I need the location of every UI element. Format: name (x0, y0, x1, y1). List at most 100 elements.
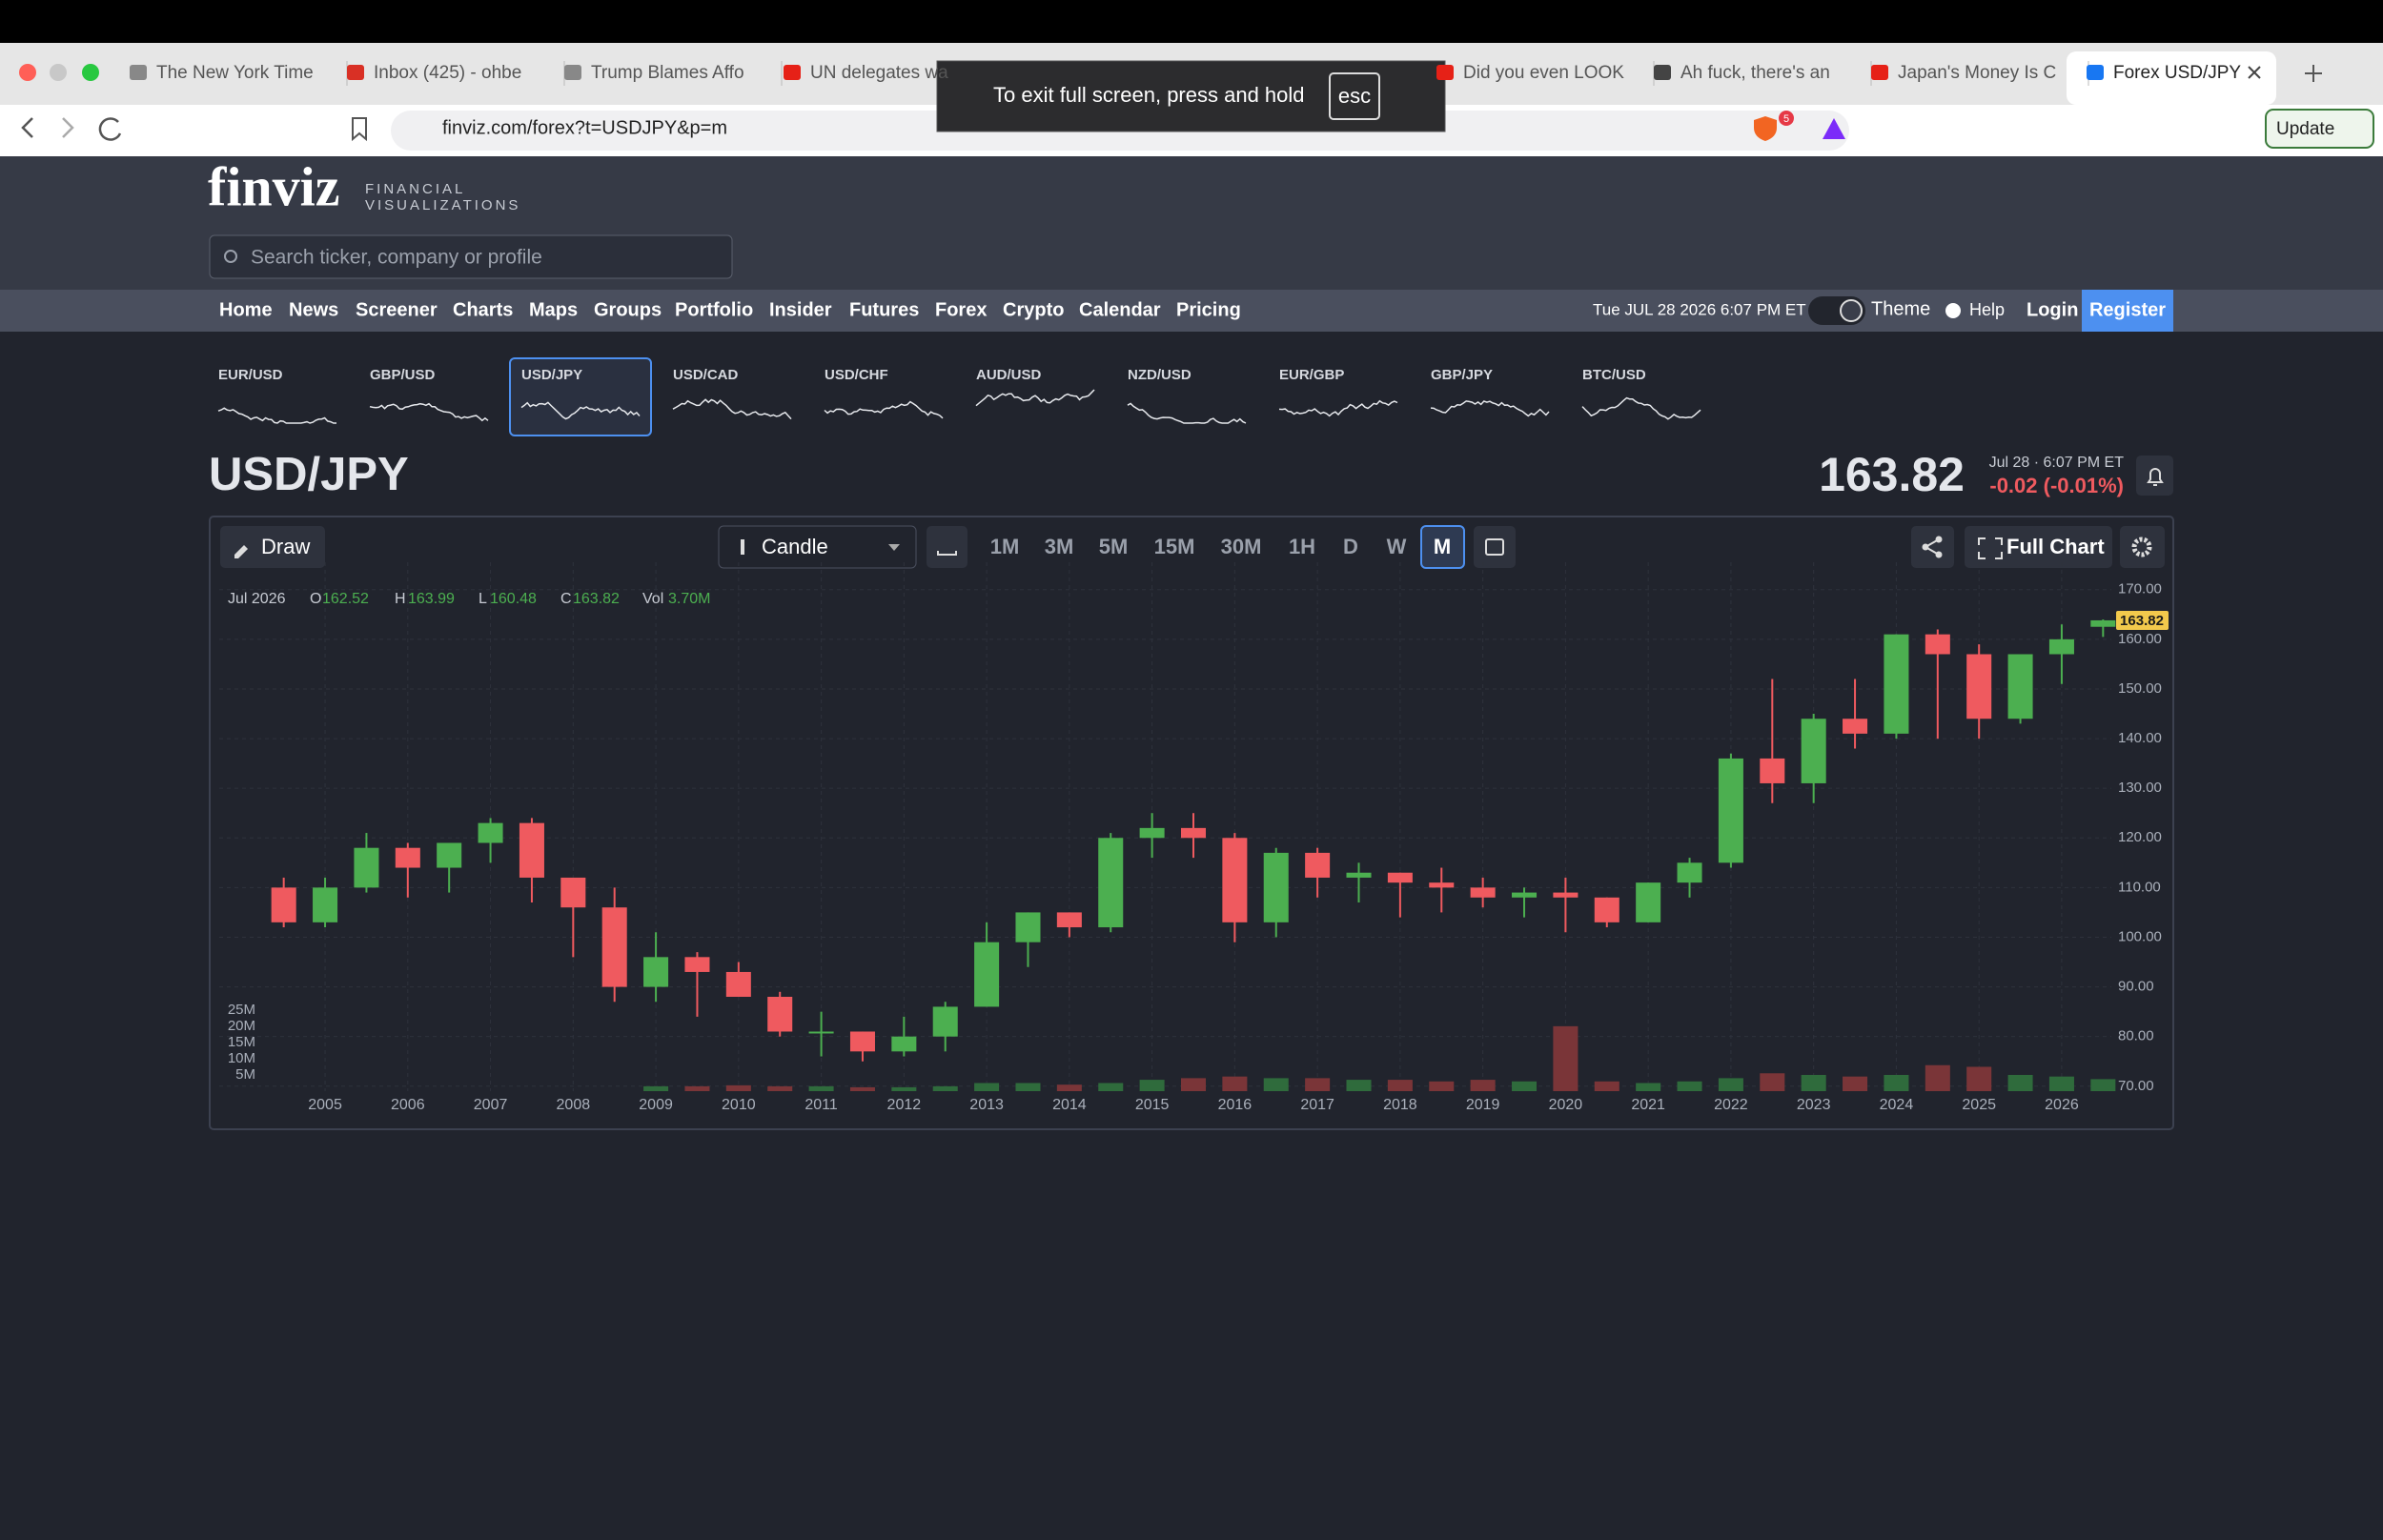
nav-item[interactable]: Insider (769, 299, 832, 320)
price-badge-label: 163.82 (2120, 613, 2164, 629)
nav-item[interactable]: Portfolio (675, 299, 753, 320)
nav-item[interactable]: Futures (849, 299, 919, 320)
pair-label[interactable]: NZD/USD (1128, 367, 1192, 383)
tab-title[interactable]: Forex USD/JPY (2113, 63, 2241, 83)
window-minimize[interactable] (50, 64, 67, 81)
interval[interactable]: M (1434, 535, 1451, 558)
calendar-button[interactable] (1474, 526, 1516, 568)
volume-bar (1801, 1074, 1826, 1091)
volume-bar (1098, 1083, 1124, 1091)
volume-bar (2048, 1076, 2074, 1091)
alert-button[interactable] (2136, 456, 2173, 496)
change: -0.02 (-0.01%) (1989, 474, 2124, 497)
x-tick-label: 2010 (722, 1097, 756, 1113)
nav-item[interactable]: News (289, 299, 338, 320)
interval[interactable]: 1H (1289, 535, 1315, 558)
sparkline (369, 402, 489, 422)
brave-shield[interactable] (1754, 116, 1777, 141)
pair-label[interactable]: USD/JPY (521, 367, 582, 383)
interval[interactable]: D (1343, 535, 1358, 558)
pair-label[interactable]: USD/CAD (673, 367, 739, 383)
window-close[interactable] (19, 64, 36, 81)
chart-type-select[interactable] (718, 525, 917, 569)
pair-label[interactable]: EUR/GBP (1279, 367, 1344, 383)
pair-label[interactable]: GBP/JPY (1431, 367, 1493, 383)
candle-body (2090, 619, 2116, 627)
interval[interactable]: W (1387, 535, 1407, 558)
tab-title[interactable]: The New York Time (156, 63, 314, 83)
tab-close[interactable] (2248, 66, 2261, 79)
settings-button[interactable] (2120, 526, 2165, 568)
tab-title[interactable]: Trump Blames Affo (591, 63, 744, 83)
interval[interactable]: 3M (1045, 535, 1074, 558)
nav-item[interactable]: Pricing (1176, 299, 1241, 320)
pair-label[interactable]: GBP/USD (370, 367, 436, 383)
search-box[interactable] (209, 234, 733, 279)
rewards[interactable] (1823, 118, 1845, 139)
tab-title[interactable]: Ah fuck, there's an (1680, 63, 1830, 83)
volume-bar (1387, 1080, 1413, 1091)
nav-item[interactable]: Calendar (1079, 299, 1161, 320)
pair-label[interactable]: BTC/USD (1582, 367, 1646, 383)
candle-body (1636, 882, 1661, 922)
interval[interactable]: 15M (1154, 535, 1195, 558)
sparkline (1581, 396, 1701, 420)
tab-icon (1871, 65, 1888, 80)
tab-icon (784, 65, 801, 80)
share-button[interactable] (1911, 526, 1954, 568)
candle-body (1429, 882, 1455, 888)
pair-label[interactable]: EUR/USD (218, 367, 283, 383)
logo[interactable]: finviz (208, 155, 340, 217)
nav-item[interactable]: Crypto (1003, 299, 1064, 320)
x-tick-label: 2012 (887, 1097, 922, 1113)
nav-buttons[interactable] (21, 117, 122, 141)
tab-icon (347, 65, 364, 80)
candle-body (1553, 892, 1578, 898)
volume-bar (2090, 1079, 2116, 1091)
nav-item[interactable]: Home (219, 299, 273, 320)
volume-bar (1843, 1076, 1868, 1091)
nav-item[interactable]: Forex (935, 299, 987, 320)
candle-body (437, 842, 462, 868)
window-zoom[interactable] (82, 64, 99, 81)
draw-button[interactable] (220, 526, 325, 568)
register-button[interactable] (2082, 290, 2173, 332)
interval[interactable]: 5M (1099, 535, 1129, 558)
volume-bar (2007, 1074, 2033, 1091)
volume-bar (725, 1084, 751, 1091)
nav-item[interactable]: Maps (529, 299, 578, 320)
tab-title[interactable]: UN delegates wa (810, 63, 948, 83)
volume-bar (891, 1086, 917, 1091)
interval[interactable]: 1M (990, 535, 1020, 558)
chart-container (209, 516, 2174, 1130)
nav-item[interactable]: Groups (594, 299, 662, 320)
pair-label[interactable]: AUD/USD (976, 367, 1042, 383)
tab-title[interactable]: Japan's Money Is C (1898, 63, 2056, 83)
volume-bar (1553, 1025, 1578, 1091)
nav-item[interactable]: Screener (356, 299, 438, 320)
new-tab[interactable] (2305, 65, 2322, 82)
theme[interactable]: Theme (1871, 298, 1930, 319)
candle-body (808, 1031, 834, 1034)
pair-label[interactable]: USD/CHF (825, 367, 888, 383)
y-tick-label: 80.00 (2118, 1028, 2154, 1044)
quote-time: Jul 28 · 6:07 PM ET (1989, 455, 2125, 471)
tab-title[interactable]: Inbox (425) - ohbe (374, 63, 521, 83)
update-button[interactable] (2265, 109, 2374, 149)
help[interactable]: Help (1969, 300, 2005, 319)
share-icon (1922, 536, 1943, 558)
bookmark[interactable] (352, 117, 367, 142)
candle-body (478, 822, 503, 843)
interval[interactable]: 30M (1221, 535, 1262, 558)
range-button[interactable] (927, 526, 967, 568)
y-tick-label: 70.00 (2118, 1078, 2154, 1094)
tab-title[interactable]: Did you even LOOK (1463, 63, 1624, 83)
active-tab[interactable] (2067, 51, 2276, 105)
x-tick-label: 2014 (1052, 1097, 1087, 1113)
nav-item[interactable]: Charts (453, 299, 513, 320)
x-tick-label: 2020 (1549, 1097, 1583, 1113)
login[interactable]: Login (2027, 299, 2078, 320)
volume-bar (1677, 1081, 1702, 1091)
volume-bar (1263, 1078, 1289, 1091)
candle-body (1760, 758, 1785, 783)
